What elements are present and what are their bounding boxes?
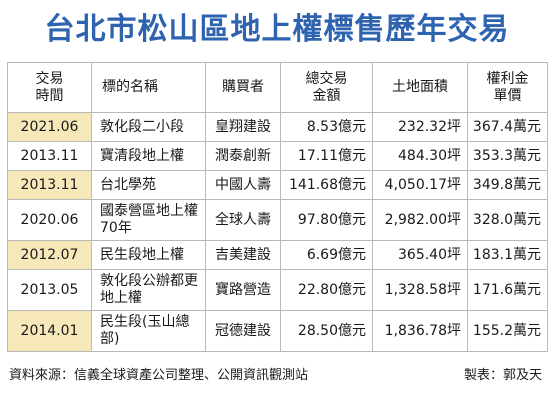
cell-name: 敦化段公辦都更地上權 xyxy=(91,269,206,311)
cell-total: 17.11億元 xyxy=(280,141,373,171)
cell-unit: 349.8萬元 xyxy=(467,170,548,200)
cell-time: 2013.05 xyxy=(7,269,92,311)
cell-unit: 171.6萬元 xyxy=(467,269,548,311)
cell-unit: 155.2萬元 xyxy=(467,310,548,352)
source-note: 資料來源：信義全球資產公司整理、公開資訊觀測站 xyxy=(9,368,309,383)
header-time: 交易 時間 xyxy=(7,62,92,113)
header-total: 總交易 金額 xyxy=(280,62,373,113)
cell-unit: 328.0萬元 xyxy=(467,199,548,241)
cell-time: 2014.01 xyxy=(7,310,92,352)
cell-area: 1,836.78坪 xyxy=(372,310,468,352)
cell-total: 8.53億元 xyxy=(280,112,373,142)
cell-area: 484.30坪 xyxy=(372,141,468,171)
cell-name: 敦化段二小段 xyxy=(91,112,206,142)
cell-name: 寶清段地上權 xyxy=(91,141,206,171)
cell-area: 4,050.17坪 xyxy=(372,170,468,200)
cell-name: 民生段地上權 xyxy=(91,240,206,270)
cell-area: 365.40坪 xyxy=(372,240,468,270)
cell-time: 2021.06 xyxy=(7,112,92,142)
cell-buyer: 中國人壽 xyxy=(205,170,281,200)
table-row: 2012.07 民生段地上權 吉美建設 6.69億元 365.40坪 183.1… xyxy=(7,240,548,270)
cell-name: 國泰營區地上權70年 xyxy=(91,199,206,241)
cell-area: 1,328.58坪 xyxy=(372,269,468,311)
cell-name: 台北學苑 xyxy=(91,170,206,200)
credit-note: 製表：郭及天 xyxy=(463,368,542,383)
cell-area: 2,982.00坪 xyxy=(372,199,468,241)
header-area: 土地面積 xyxy=(372,62,468,113)
cell-time: 2013.11 xyxy=(7,141,92,171)
cell-buyer: 潤泰創新 xyxy=(205,141,281,171)
cell-total: 97.80億元 xyxy=(280,199,373,241)
transactions-table: 交易 時間 標的名稱 購買者 總交易 金額 土地面積 權利金 單價 2021.0… xyxy=(7,62,548,352)
table-row: 2014.01 民生段(玉山總部) 冠德建設 28.50億元 1,836.78坪… xyxy=(7,310,548,352)
header-name: 標的名稱 xyxy=(91,62,206,113)
cell-total: 28.50億元 xyxy=(280,310,373,352)
cell-time: 2012.07 xyxy=(7,240,92,270)
cell-buyer: 全球人壽 xyxy=(205,199,281,241)
header-unit: 權利金 單價 xyxy=(467,62,548,113)
cell-total: 22.80億元 xyxy=(280,269,373,311)
cell-area: 232.32坪 xyxy=(372,112,468,142)
cell-buyer: 吉美建設 xyxy=(205,240,281,270)
cell-buyer: 皇翔建設 xyxy=(205,112,281,142)
cell-buyer: 冠德建設 xyxy=(205,310,281,352)
page-title: 台北市松山區地上權標售歷年交易 xyxy=(44,12,510,47)
cell-total: 141.68億元 xyxy=(280,170,373,200)
cell-name: 民生段(玉山總部) xyxy=(91,310,206,352)
table-row: 2021.06 敦化段二小段 皇翔建設 8.53億元 232.32坪 367.4… xyxy=(7,112,548,142)
cell-time: 2020.06 xyxy=(7,199,92,241)
cell-unit: 367.4萬元 xyxy=(467,112,548,142)
table-row: 2013.05 敦化段公辦都更地上權 寶路營造 22.80億元 1,328.58… xyxy=(7,269,548,311)
table-row: 2013.11 寶清段地上權 潤泰創新 17.11億元 484.30坪 353.… xyxy=(7,141,548,171)
header-buyer: 購買者 xyxy=(205,62,281,113)
cell-unit: 183.1萬元 xyxy=(467,240,548,270)
cell-total: 6.69億元 xyxy=(280,240,373,270)
table-row: 2013.11 台北學苑 中國人壽 141.68億元 4,050.17坪 349… xyxy=(7,170,548,200)
cell-time: 2013.11 xyxy=(7,170,92,200)
cell-unit: 353.3萬元 xyxy=(467,141,548,171)
table-header-row: 交易 時間 標的名稱 購買者 總交易 金額 土地面積 權利金 單價 xyxy=(7,62,548,113)
cell-buyer: 寶路營造 xyxy=(205,269,281,311)
table-row: 2020.06 國泰營區地上權70年 全球人壽 97.80億元 2,982.00… xyxy=(7,199,548,241)
